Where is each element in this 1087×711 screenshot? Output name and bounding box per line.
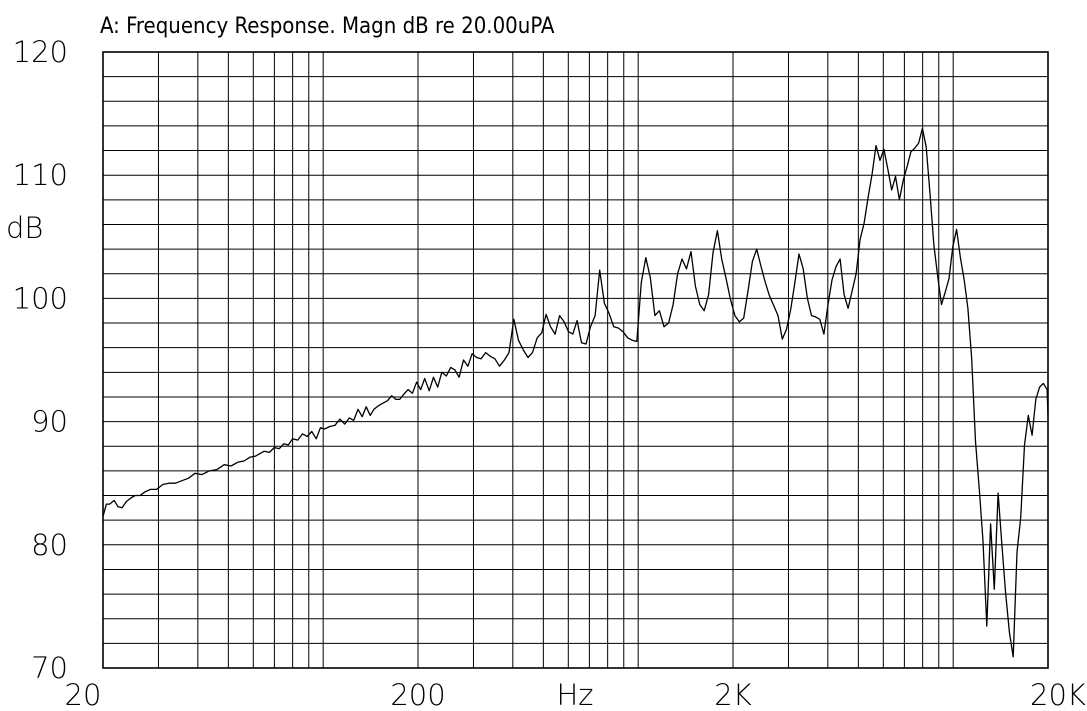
response-curve [102, 127, 1049, 658]
plot-frame [102, 51, 1049, 669]
chart-title: A: Frequency Response. Magn dB re 20.00u… [100, 14, 555, 39]
y-tick-label: 110 [13, 158, 68, 192]
x-axis-label: Hz [556, 678, 593, 711]
y-tick-label: 70 [31, 651, 68, 685]
y-tick-labels: 70 80 90 100 110 120 [13, 35, 68, 685]
series-group [102, 127, 1049, 658]
y-tick-label: 120 [13, 35, 68, 69]
x-tick-labels: 20 200 2K 20K [65, 678, 1086, 711]
x-tick-label: 200 [390, 678, 445, 711]
x-tick-label: 20 [65, 678, 102, 711]
grid-lines [103, 52, 1048, 668]
y-tick-label: 90 [31, 405, 68, 439]
x-tick-label: 20K [1030, 678, 1086, 711]
y-axis-label: dB [6, 211, 43, 245]
x-tick-label: 2K [714, 678, 751, 711]
y-tick-label: 100 [13, 281, 68, 315]
y-tick-label: 80 [31, 528, 68, 562]
